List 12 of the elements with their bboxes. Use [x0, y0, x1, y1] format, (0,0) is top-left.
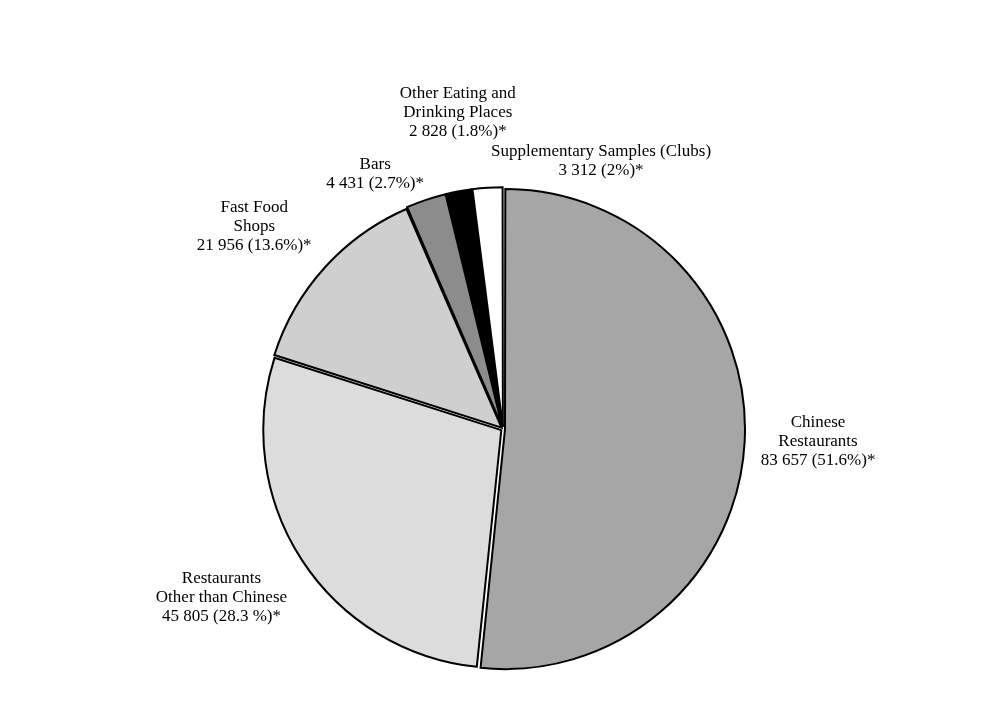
slice-label: Other Eating and Drinking Places [399, 83, 517, 122]
data-label: 83 657 (51.6%)* [760, 449, 876, 469]
slice-label: Fast Food Shops [220, 196, 289, 235]
slice-label: Supplementary Samples (Clubs) [491, 141, 712, 161]
slice-label: Chinese Restaurants [778, 411, 858, 450]
data-label: 45 805 (28.3 %)* [161, 606, 281, 626]
data-label: 4 431 (2.7%)* [326, 172, 425, 192]
slice-label: Bars [359, 153, 391, 173]
data-label: 3 312 (2%)* [558, 160, 644, 180]
slice-label: Restaurants Other than Chinese [155, 568, 288, 607]
data-label: 21 956 (13.6%)* [196, 234, 312, 254]
data-label: 2 828 (1.8%)* [408, 121, 507, 141]
